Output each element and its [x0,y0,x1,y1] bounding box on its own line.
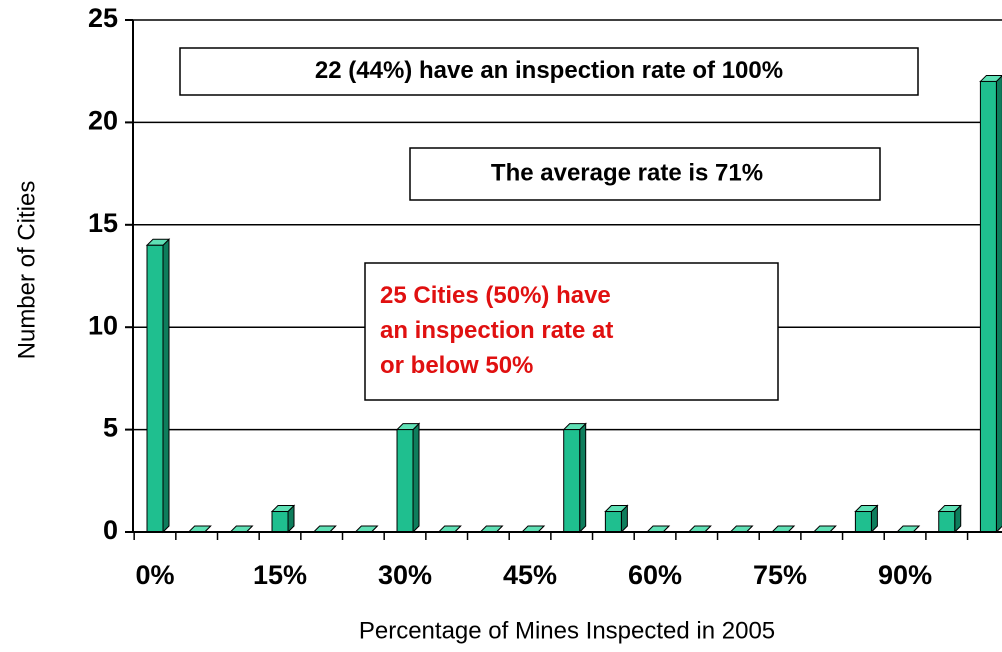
x-axis-title: Percentage of Mines Inspected in 2005 [359,617,775,644]
y-tick-label: 15 [88,208,118,238]
annotation-box [364,262,779,401]
annotation-text: The average rate is 71% [491,159,763,186]
x-tick-label: 60% [628,560,682,590]
x-tick-label: 45% [503,560,557,590]
x-tick-label: 90% [878,560,932,590]
bar [979,80,997,533]
bar-side [162,238,170,534]
bar [604,511,622,533]
y-axis-title: Number of Cities [13,181,40,360]
bar-side [412,422,420,534]
bar [938,511,956,533]
bar [396,429,414,533]
bar-side [579,422,587,534]
annotation-text: 22 (44%) have an inspection rate of 100% [315,57,783,84]
bar-side [995,75,1002,534]
x-tick-label: 30% [378,560,432,590]
y-tick-label: 0 [103,515,118,545]
annotation-text: an inspection rate at [380,317,613,344]
y-tick-label: 10 [88,310,118,340]
x-tick-label: 15% [253,560,307,590]
annotation-box [409,147,881,201]
y-tick-label: 20 [88,106,118,136]
y-tick-label: 25 [88,3,118,33]
annotation-text: 25 Cities (50%) have [380,282,611,309]
bar [146,244,164,533]
bar [563,429,581,533]
x-tick-label: 0% [135,560,174,590]
annotation-box [179,47,919,96]
y-tick-label: 5 [103,413,118,443]
x-tick-label: 75% [753,560,807,590]
bar [854,511,872,533]
bar [271,511,289,533]
annotation-text: or below 50% [380,352,533,379]
